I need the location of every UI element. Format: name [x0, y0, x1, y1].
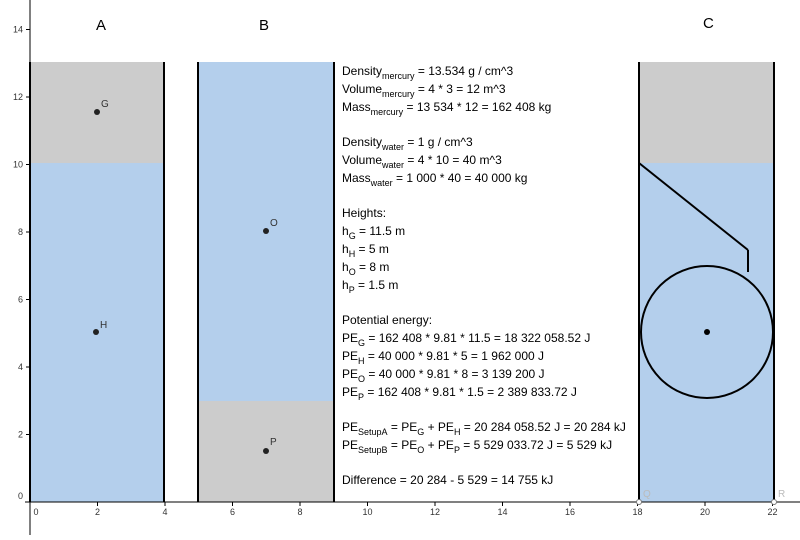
point-q[interactable] — [636, 499, 642, 505]
point-r-label: R — [778, 489, 785, 500]
energy-title: Potential energy: — [342, 313, 432, 327]
x-tick-label: 14 — [497, 507, 507, 517]
container-c-center-point — [704, 329, 710, 335]
point-g[interactable] — [94, 109, 100, 115]
x-tick-label: 22 — [767, 507, 777, 517]
height-h-text: hH = 5 m — [342, 242, 389, 259]
mercury-density-text: Densitymercury = 13.534 g / cm^3 — [342, 64, 514, 81]
x-tick-label: 0 — [33, 507, 38, 517]
axes: 0 2 4 6 8 10 12 14 16 18 20 22 0 2 4 6 8 10 12 14 — [13, 0, 800, 535]
y-tick-label: 2 — [18, 430, 23, 440]
point-p[interactable] — [263, 448, 269, 454]
x-tick-label: 16 — [565, 507, 575, 517]
y-tick-label: 6 — [18, 295, 23, 305]
points: G H O P Q R — [93, 99, 785, 505]
point-o-label: O — [270, 218, 278, 229]
setup-b-text: PESetupB = PEO + PEP = 5 529 033.72 J = … — [342, 438, 612, 455]
heights-title: Heights: — [342, 206, 386, 220]
x-tick-label: 18 — [632, 507, 642, 517]
x-tick-label: 8 — [297, 507, 302, 517]
y-tick-label: 10 — [13, 160, 23, 170]
water-volume-text: Volumewater = 4 * 10 = 40 m^3 — [342, 153, 502, 170]
calculation-text: Densitymercury = 13.534 g / cm^3 Volumem… — [342, 64, 626, 487]
point-q-label: Q — [643, 489, 651, 500]
point-o[interactable] — [263, 228, 269, 234]
energy-o-text: PEO = 40 000 * 9.81 * 8 = 3 139 200 J — [342, 367, 545, 384]
height-p-text: hP = 1.5 m — [342, 278, 398, 295]
setup-a-text: PESetupA = PEG + PEH = 20 284 058.52 J =… — [342, 420, 626, 437]
container-b-label: B — [259, 17, 269, 34]
energy-h-text: PEH = 40 000 * 9.81 * 5 = 1 962 000 J — [342, 349, 544, 366]
water-mass-text: Masswater = 1 000 * 40 = 40 000 kg — [342, 171, 527, 188]
point-h[interactable] — [93, 329, 99, 335]
container-c-circle — [640, 265, 774, 399]
point-p-label: P — [270, 437, 277, 448]
container-c-label: C — [703, 15, 714, 32]
mercury-mass-text: Massmercury = 13 534 * 12 = 162 408 kg — [342, 100, 551, 117]
height-o-text: hO = 8 m — [342, 260, 389, 277]
container-a: A — [29, 17, 165, 502]
x-tick-label: 6 — [230, 507, 235, 517]
x-tick-label: 12 — [430, 507, 440, 517]
mercury-volume-text: Volumemercury = 4 * 3 = 12 m^3 — [342, 82, 506, 99]
energy-g-text: PEG = 162 408 * 9.81 * 11.5 = 18 322 058… — [342, 331, 590, 348]
y-tick-label: 4 — [18, 362, 23, 372]
point-h-label: H — [100, 320, 107, 331]
x-tick-label: 10 — [362, 507, 372, 517]
y-tick-label: 0 — [18, 491, 23, 501]
container-c: C — [638, 15, 775, 502]
x-tick-label: 20 — [700, 507, 710, 517]
difference-text: Difference = 20 284 - 5 529 = 14 755 kJ — [342, 473, 553, 487]
container-b: B — [197, 17, 335, 502]
point-r[interactable] — [771, 499, 777, 505]
y-tick-label: 8 — [18, 227, 23, 237]
container-c-mercury — [639, 62, 774, 163]
water-density-text: Densitywater = 1 g / cm^3 — [342, 135, 473, 152]
container-c-diagonal-line — [638, 162, 749, 251]
container-a-label: A — [96, 17, 106, 34]
energy-p-text: PEP = 162 408 * 9.81 * 1.5 = 2 389 833.7… — [342, 385, 577, 402]
x-tick-label: 2 — [95, 507, 100, 517]
y-tick-label: 14 — [13, 25, 23, 35]
x-tick-label: 4 — [162, 507, 167, 517]
point-g-label: G — [101, 99, 109, 110]
y-tick-label: 12 — [13, 92, 23, 102]
height-g-text: hG = 11.5 m — [342, 224, 405, 241]
